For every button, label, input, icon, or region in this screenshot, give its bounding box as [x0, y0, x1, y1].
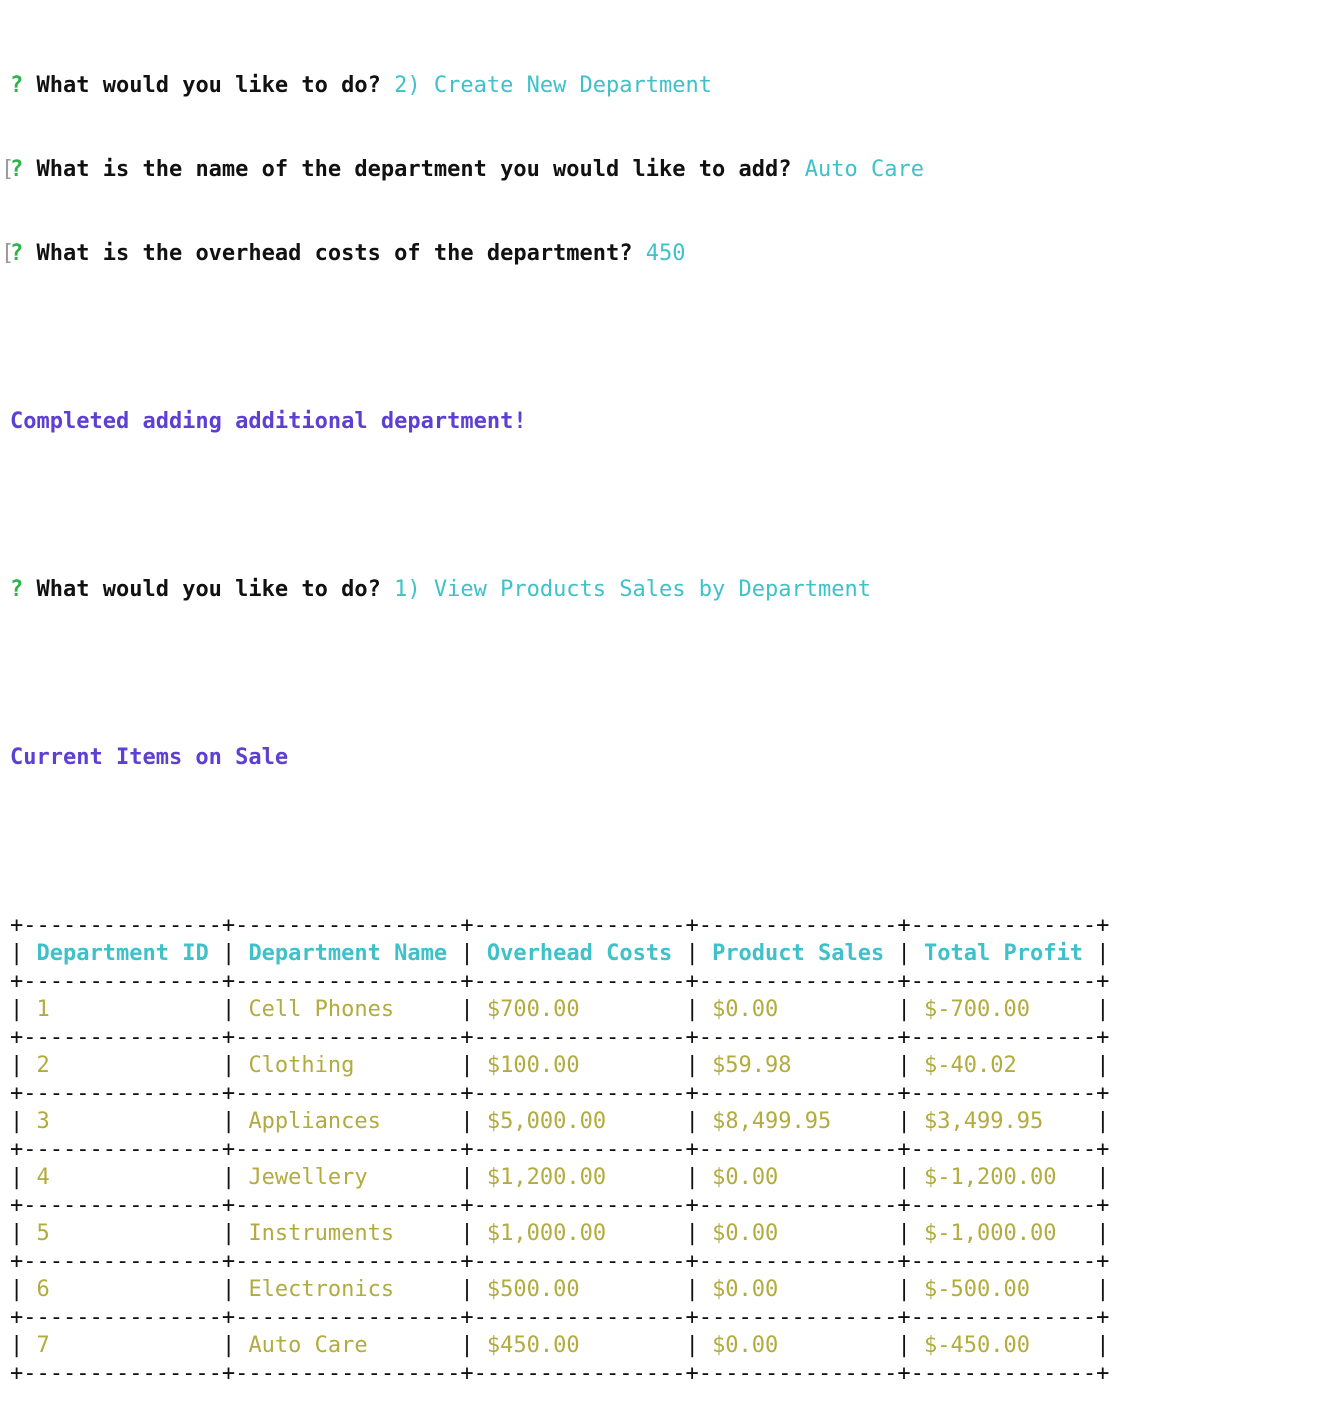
table-border: +---------------+-----------------+-----… — [10, 1025, 1110, 1050]
table-row: | 1 | Cell Phones | $700.00 | $0.00 | $-… — [10, 997, 1110, 1022]
table-cell: $700.00 — [486, 997, 580, 1022]
table-cell: 6 — [36, 1277, 50, 1302]
table-cell: 1 — [36, 997, 50, 1022]
table-cell: $5,000.00 — [486, 1109, 607, 1134]
prompt-answer: 450 — [645, 241, 686, 266]
table-row: | 2 | Clothing | $100.00 | $59.98 | $-40… — [10, 1053, 1110, 1078]
table-cell: 3 — [36, 1109, 50, 1134]
table-header-cell: Total Profit — [924, 941, 1083, 966]
table-cell: $3,499.95 — [924, 1109, 1044, 1134]
table-cell: Clothing — [248, 1053, 355, 1078]
table-cell: $500.00 — [486, 1277, 580, 1302]
table-cell: Instruments — [248, 1221, 395, 1246]
table-header-cell: Product Sales — [712, 941, 885, 966]
table-cell: $1,200.00 — [486, 1165, 607, 1190]
prompt-answer: 2) Create New Department — [394, 73, 713, 98]
table-cell: $0.00 — [712, 1221, 779, 1246]
table-row: | 4 | Jewellery | $1,200.00 | $0.00 | $-… — [10, 1165, 1110, 1190]
table-row: | 3 | Appliances | $5,000.00 | $8,499.95… — [10, 1109, 1110, 1134]
section-heading: Current Items on Sale — [10, 744, 1109, 772]
table-cell: 7 — [36, 1333, 50, 1358]
table-border: +---------------+-----------------+-----… — [10, 1193, 1110, 1218]
table-cell: 4 — [36, 1165, 50, 1190]
table-border: +---------------+-----------------+-----… — [10, 1305, 1110, 1330]
prompt-question: What is the name of the department you w… — [36, 157, 792, 182]
table-cell: $59.98 — [712, 1053, 792, 1078]
prompt-answer: 1) View Products Sales by Department — [394, 577, 871, 602]
section-heading-text: Current Items on Sale — [10, 745, 289, 770]
table-row: | 5 | Instruments | $1,000.00 | $0.00 | … — [10, 1221, 1110, 1246]
table-header-row: | Department ID | Department Name | Over… — [10, 941, 1110, 966]
table-cell: $0.00 — [712, 1165, 779, 1190]
table-border: +---------------+-----------------+-----… — [10, 1137, 1110, 1162]
department-sales-table: +---------------+-----------------+-----… — [10, 912, 1109, 1388]
table-cell: $-1,200.00 — [924, 1165, 1057, 1190]
question-mark-icon: ? — [10, 241, 24, 266]
table-cell: $450.00 — [486, 1333, 580, 1358]
table-border: +---------------+-----------------+-----… — [10, 1081, 1110, 1106]
prompt-line: ? What would you like to do? 2) Create N… — [10, 72, 1109, 100]
terminal-output: ? What would you like to do? 2) Create N… — [1, 16, 1109, 1416]
table-border: +---------------+-----------------+-----… — [10, 913, 1110, 938]
table-cell: Cell Phones — [248, 997, 395, 1022]
table-row: | 6 | Electronics | $500.00 | $0.00 | $-… — [10, 1277, 1110, 1302]
bracket-glyph: [ — [1, 157, 15, 182]
bracket-glyph: [ — [1, 241, 15, 266]
table-header-cell: Department Name — [248, 941, 448, 966]
prompt-answer: Auto Care — [804, 157, 924, 182]
question-mark-icon: ? — [10, 577, 24, 602]
question-mark-icon: ? — [10, 73, 24, 98]
table-header-cell: Department ID — [36, 941, 209, 966]
table-border: +---------------+-----------------+-----… — [10, 1249, 1110, 1274]
prompt-line: ? What would you like to do? 1) View Pro… — [10, 576, 1109, 604]
table-cell: $-700.00 — [924, 997, 1030, 1022]
table-cell: $1,000.00 — [486, 1221, 607, 1246]
table-cell: Electronics — [248, 1277, 395, 1302]
table-row: | 7 | Auto Care | $450.00 | $0.00 | $-45… — [10, 1333, 1110, 1358]
table-border: +---------------+-----------------+-----… — [10, 969, 1110, 994]
table-cell: $-1,000.00 — [924, 1221, 1057, 1246]
status-text: Completed adding additional department! — [10, 409, 527, 434]
table-cell: Jewellery — [248, 1165, 368, 1190]
table-cell: 5 — [36, 1221, 50, 1246]
question-mark-icon: ? — [10, 157, 24, 182]
table-cell: $-450.00 — [924, 1333, 1030, 1358]
prompt-line: [? What is the name of the department yo… — [1, 156, 1109, 184]
table-header-cell: Overhead Costs — [486, 941, 673, 966]
prompt-question: What would you like to do? — [36, 577, 381, 602]
prompt-line: [? What is the overhead costs of the dep… — [1, 240, 1109, 268]
table-cell: 2 — [36, 1053, 50, 1078]
status-message: Completed adding additional department! — [10, 408, 1109, 436]
table-cell: $0.00 — [712, 1333, 779, 1358]
table-cell: $-500.00 — [924, 1277, 1030, 1302]
table-cell: Auto Care — [248, 1333, 368, 1358]
table-cell: $0.00 — [712, 997, 779, 1022]
table-cell: $-40.02 — [924, 1053, 1017, 1078]
table-cell: $0.00 — [712, 1277, 779, 1302]
table-cell: Appliances — [248, 1109, 381, 1134]
prompt-question: What is the overhead costs of the depart… — [36, 241, 633, 266]
table-cell: $100.00 — [486, 1053, 580, 1078]
table-border: +---------------+-----------------+-----… — [10, 1361, 1110, 1386]
prompt-question: What would you like to do? — [36, 73, 381, 98]
table-cell: $8,499.95 — [712, 1109, 832, 1134]
